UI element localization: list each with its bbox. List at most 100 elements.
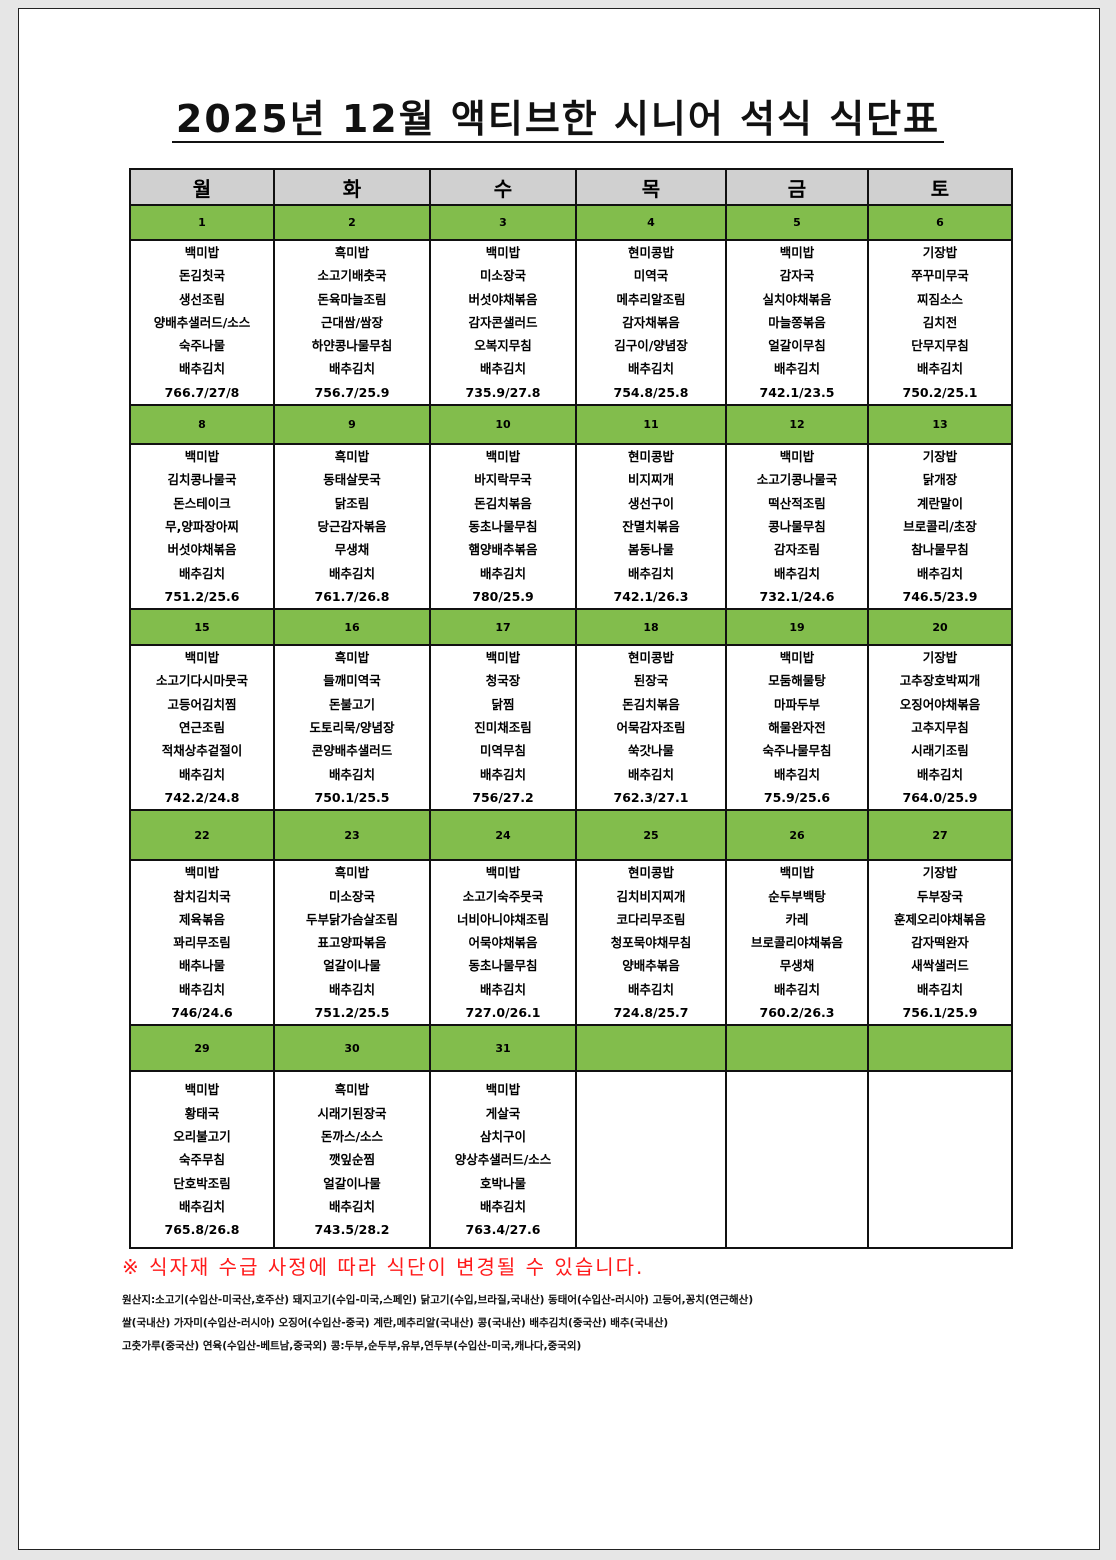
- menu-item: 돈불고기: [328, 696, 375, 712]
- menu-item: 기장밥: [922, 650, 958, 666]
- menu-item: 배추김치: [328, 1198, 375, 1214]
- menu-item: 백미밥: [779, 245, 815, 260]
- menu-cell: 백미밥 김치콩나물국 돈스테이크 무,양파장아찌 버섯야채볶음 배추김치 751.2/25.…: [129, 443, 275, 611]
- menu-item: 배추김치: [773, 766, 820, 782]
- date-cell: 12: [725, 404, 869, 446]
- menu-row: 백미밥 돈김칫국 생선조림 양배추샐러드/소스 숙주나물 배추김치 766.7/27/8 흑미…: [129, 238, 1013, 407]
- menu-item: 햄양배추볶음: [468, 542, 538, 558]
- menu-item: 계란말이: [916, 495, 963, 511]
- menu-item: 백미밥: [485, 449, 521, 465]
- date-cell: 9: [273, 404, 431, 446]
- weekday-header: 수: [429, 168, 577, 206]
- date-cell: 13: [867, 404, 1013, 446]
- menu-item: 미소장국: [479, 268, 526, 284]
- nutrition-value: 756.7/25.9: [314, 384, 390, 400]
- menu-item: 두부장국: [916, 888, 963, 904]
- origin-line: 원산지:소고기(수입산-미국산,호주산) 돼지고기(수입-미국,스페인) 닭고기…: [122, 1294, 754, 1306]
- menu-item: 적채상추겉절이: [161, 743, 243, 759]
- menu-item: 돈김칫국: [178, 268, 225, 284]
- menu-item: 현미콩밥: [627, 865, 674, 881]
- date-cell: 25: [575, 809, 727, 862]
- nutrition-value: 751.2/25.5: [314, 1005, 390, 1021]
- date-row: 15 16 17 18 19 20: [129, 608, 1013, 647]
- menu-item: 양상추샐러드/소스: [454, 1152, 552, 1168]
- menu-item: 배추김치: [627, 565, 674, 581]
- menu-cell: 흑미밥 들깨미역국 돈불고기 도토리묵/양념장 콘양배추샐러드 배추김치 750.1/25.…: [273, 644, 431, 812]
- nutrition-value: 761.7/26.8: [314, 588, 390, 604]
- menu-item: 배추김치: [178, 565, 225, 581]
- menu-item: 현미콩밥: [627, 449, 674, 465]
- date-cell: 23: [273, 809, 431, 862]
- menu-item: 흑미밥: [334, 865, 370, 881]
- menu-item: 실치야채볶음: [762, 291, 832, 307]
- menu-cell: 기장밥 두부장국 훈제오리야채볶음 감자떡완자 새싹샐러드 배추김치 756.1/25.9: [867, 859, 1013, 1027]
- menu-item: 콘양배추샐러드: [311, 743, 393, 759]
- menu-item: 미소장국: [328, 888, 375, 904]
- menu-item: 김구이/양념장: [614, 338, 688, 354]
- menu-item: 백미밥: [184, 865, 220, 881]
- menu-item: 소고기다시마뭇국: [155, 673, 248, 689]
- menu-item: 흑미밥: [334, 650, 370, 666]
- date-cell: 3: [429, 204, 577, 241]
- nutrition-value: 732.1/24.6: [759, 588, 835, 604]
- date-cell: 24: [429, 809, 577, 862]
- menu-item: 닭찜: [491, 696, 515, 712]
- nutrition-value: 750.1/25.5: [314, 789, 390, 805]
- menu-cell: [575, 1070, 727, 1250]
- menu-item: 깻잎순찜: [328, 1152, 375, 1168]
- menu-cell: 흑미밥 미소장국 두부닭가슴살조림 표고양파볶음 얼갈이나물 배추김치 751.2/25.5: [273, 859, 431, 1027]
- menu-item: 감자채볶음: [622, 314, 680, 330]
- menu-cell: 백미밥 참치김치국 제육볶음 꽈리무조림 배추나물 배추김치 746/24.6: [129, 859, 275, 1027]
- menu-item: 배추김치: [328, 981, 375, 997]
- menu-item: 무생채: [779, 958, 815, 974]
- menu-item: 고등어김치찜: [167, 696, 237, 712]
- menu-item: 오리불고기: [173, 1128, 231, 1144]
- nutrition-value: 743.5/28.2: [314, 1222, 390, 1238]
- menu-cell: 백미밥 순두부백탕 카레 브로콜리야채볶음 무생채 배추김치 760.2/26.3: [725, 859, 869, 1027]
- menu-item: 배추김치: [178, 981, 225, 997]
- date-cell: 10: [429, 404, 577, 446]
- menu-item: 얼갈이무침: [768, 338, 826, 354]
- nutrition-value: 746.5/23.9: [902, 588, 978, 604]
- menu-item: 배추김치: [627, 361, 674, 377]
- nutrition-value: 763.4/27.6: [465, 1222, 541, 1238]
- menu-item: 모둠해물탕: [768, 673, 826, 689]
- menu-item: 소고기배춧국: [317, 268, 387, 284]
- title-text: 2025년 12월 액티브한 시니어 석식 식단표: [171, 97, 945, 143]
- menu-item: 기장밥: [922, 449, 958, 465]
- menu-item: 김치비지찌개: [616, 888, 686, 904]
- menu-item: 배추김치: [916, 766, 963, 782]
- menu-item: 너비아니야채조림: [456, 911, 549, 927]
- menu-cell: 백미밥 미소장국 버섯야채볶음 감자콘샐러드 오복지무침 배추김치 735.9/27.8: [429, 238, 577, 407]
- menu-row: 백미밥 김치콩나물국 돈스테이크 무,양파장아찌 버섯야채볶음 배추김치 751.2/25.…: [129, 443, 1013, 611]
- nutrition-value: 724.8/25.7: [613, 1005, 689, 1021]
- menu-item: 배추김치: [916, 565, 963, 581]
- menu-item: 무,양파장아찌: [165, 518, 239, 534]
- menu-item: 배추김치: [916, 981, 963, 997]
- date-cell: 2: [273, 204, 431, 241]
- nutrition-value: 760.2/26.3: [759, 1005, 835, 1021]
- menu-cell: 백미밥 감자국 실치야채볶음 마늘쫑볶음 얼갈이무침 배추김치 742.1/23.5: [725, 238, 869, 407]
- date-cell: 5: [725, 204, 869, 241]
- menu-cell: 현미콩밥 비지찌개 생선구이 잔멸치볶음 봄동나물 배추김치 742.1/26.3: [575, 443, 727, 611]
- menu-item: 배추김치: [328, 766, 375, 782]
- nutrition-value: 766.7/27/8: [164, 384, 240, 400]
- menu-item: 도토리묵/양념장: [309, 720, 395, 736]
- date-cell: 22: [129, 809, 275, 862]
- menu-item: 배추김치: [479, 565, 526, 581]
- menu-item: 동초나물무침: [468, 958, 538, 974]
- menu-item: 배추김치: [178, 766, 225, 782]
- menu-item: 흑미밥: [334, 1082, 370, 1098]
- menu-item: 배추김치: [178, 1198, 225, 1214]
- menu-cell: 백미밥 모둠해물탕 마파두부 해물완자전 숙주나물무침 배추김치 75.9/25.6: [725, 644, 869, 812]
- date-cell: 11: [575, 404, 727, 446]
- menu-item: 김치전: [922, 314, 958, 330]
- menu-item: 동초나물무침: [468, 518, 538, 534]
- page-title: 2025년 12월 액티브한 시니어 석식 식단표: [0, 88, 1116, 143]
- menu-item: 배추김치: [479, 981, 526, 997]
- date-cell: 15: [129, 608, 275, 647]
- menu-cell: 현미콩밥 된장국 돈김치볶음 어묵감자조림 쑥갓나물 배추김치 762.3/27.1: [575, 644, 727, 812]
- menu-item: 백미밥: [779, 449, 815, 465]
